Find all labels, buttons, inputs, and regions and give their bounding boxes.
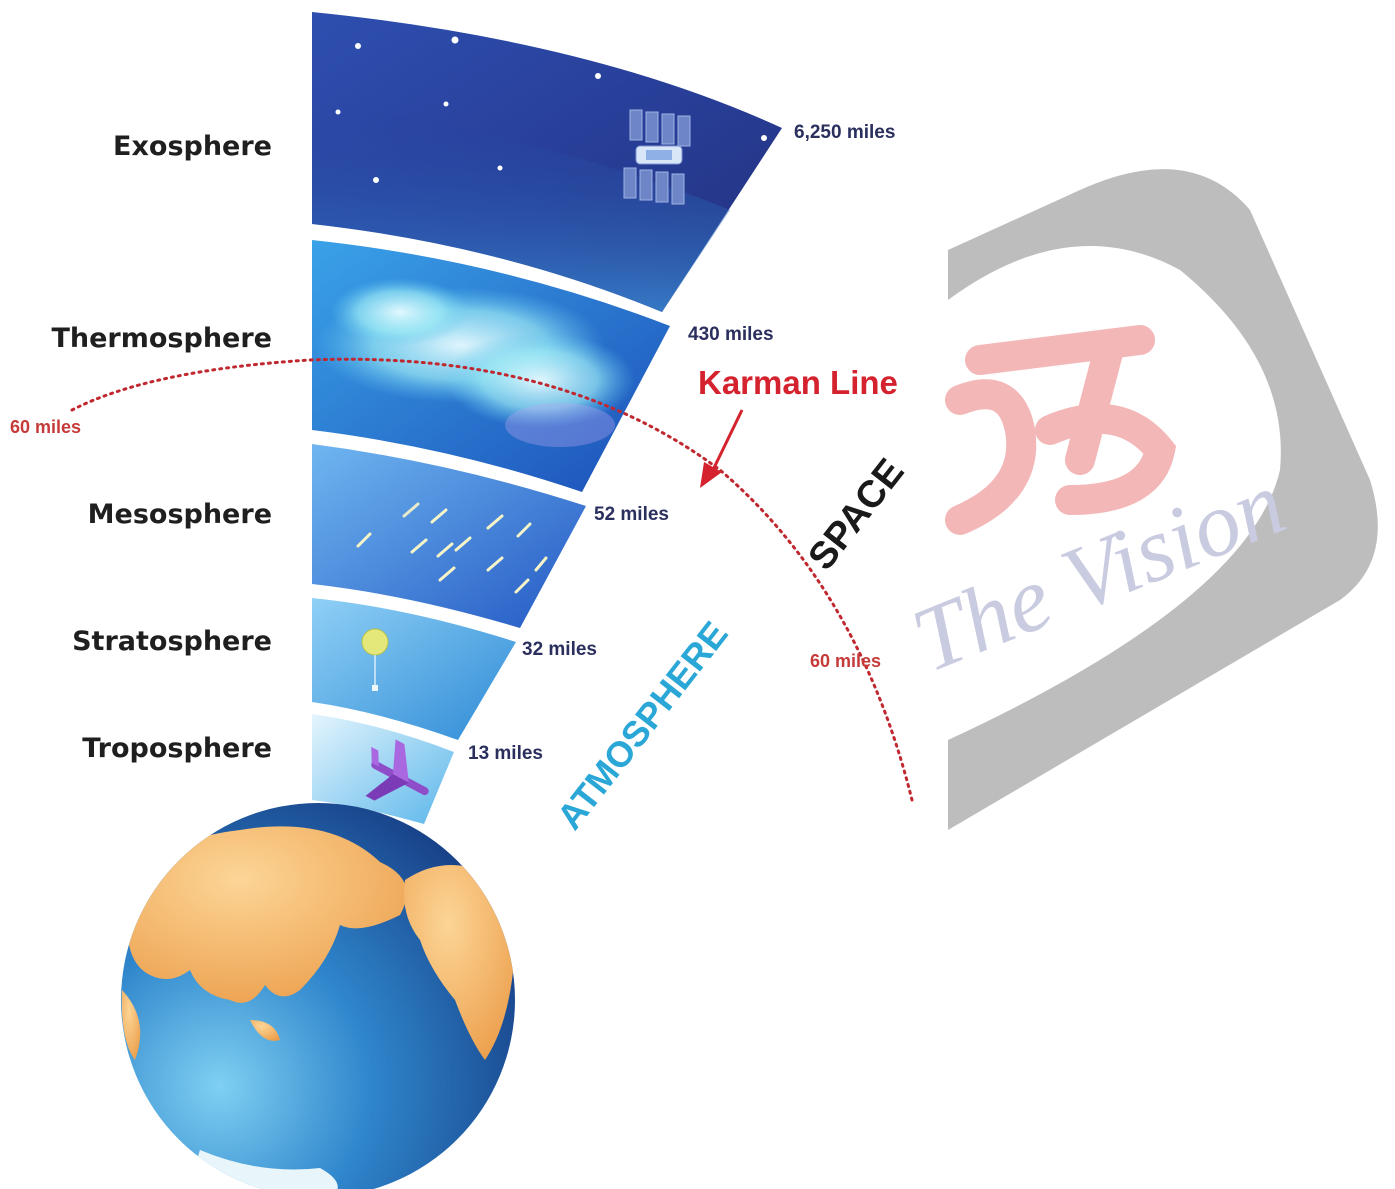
stars <box>335 36 767 183</box>
weather-balloon-icon <box>361 628 389 691</box>
karman-left-altitude: 60 miles <box>10 417 81 437</box>
karman-right-altitude: 60 miles <box>810 651 881 671</box>
altitude-label-exosphere: 6,250 miles <box>794 122 895 143</box>
karman-line-label: Karman Line <box>698 364 898 401</box>
layer-label-thermosphere: Thermosphere <box>51 323 272 354</box>
altitude-label-troposphere: 13 miles <box>468 743 543 764</box>
layer-label-exosphere: Exosphere <box>113 131 272 162</box>
layer-label-stratosphere: Stratosphere <box>72 626 272 657</box>
meteors <box>356 502 548 594</box>
space-label: SPACE <box>801 451 913 578</box>
aurora <box>315 278 635 447</box>
stratosphere-band <box>312 598 516 740</box>
airplane-icon <box>365 739 429 801</box>
layer-label-mesosphere: Mesosphere <box>88 499 272 530</box>
watermark-glyph <box>945 325 1177 535</box>
altitude-label-stratosphere: 32 miles <box>522 639 597 660</box>
satellite-icon <box>623 109 691 205</box>
mesosphere-band <box>312 444 586 628</box>
karman-arrow <box>700 409 744 488</box>
layer-label-troposphere: Troposphere <box>82 733 272 764</box>
watermark: The Vision <box>899 169 1378 830</box>
earth-globe <box>121 803 515 1189</box>
altitude-label-mesosphere: 52 miles <box>594 504 669 525</box>
karman-line <box>70 357 914 802</box>
altitude-label-thermosphere: 430 miles <box>688 324 774 345</box>
continents <box>121 826 515 1189</box>
